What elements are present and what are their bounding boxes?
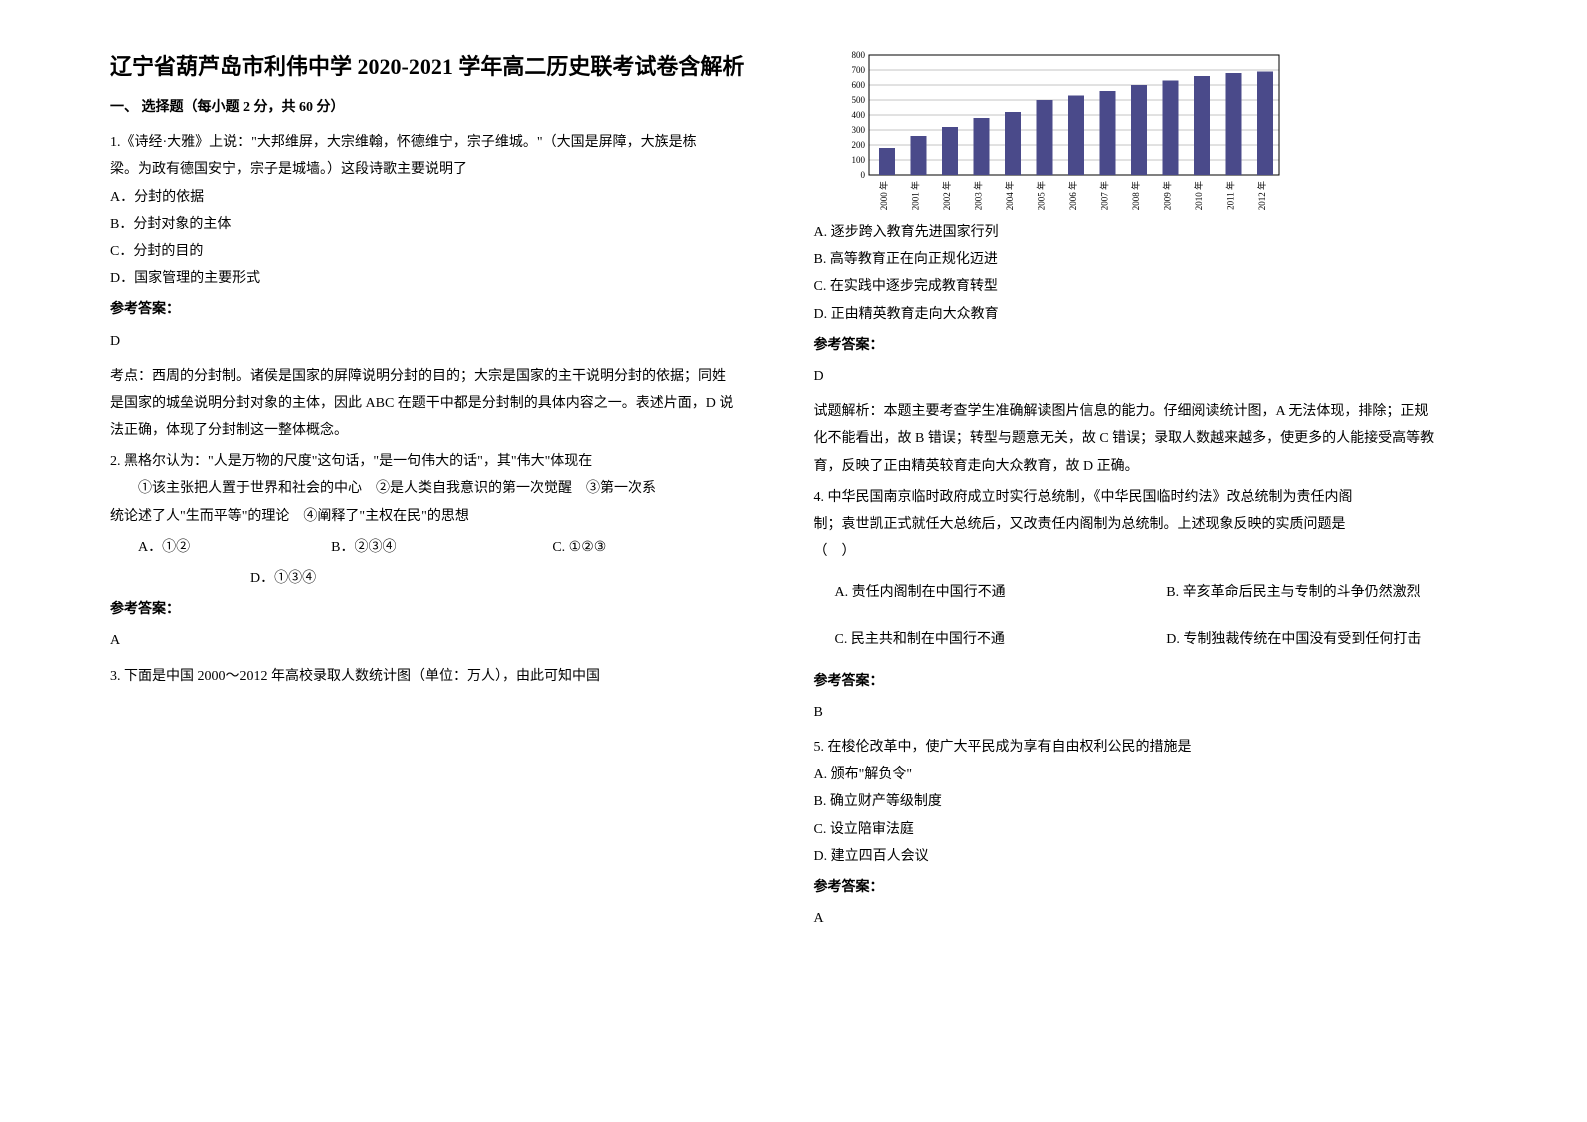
q4-option-b: B. 辛亥革命后民主与专制的斗争仍然激烈 [1145, 580, 1477, 605]
svg-text:2000 年: 2000 年 [878, 181, 889, 210]
q1-option-a: A．分封的依据 [110, 185, 774, 210]
q2-option-b: B．②③④ [331, 535, 552, 560]
q4-options-row-2: C. 民主共和制在中国行不通 D. 专制独裁传统在中国没有受到任何打击 [814, 621, 1478, 658]
q5-option-d: D. 建立四百人会议 [814, 844, 1478, 869]
svg-text:200: 200 [851, 140, 865, 150]
q4-options-row-1: A. 责任内阁制在中国行不通 B. 辛亥革命后民主与专制的斗争仍然激烈 [814, 574, 1478, 611]
svg-text:2004 年: 2004 年 [1004, 181, 1015, 210]
q1-analysis-line: 考点：西周的分封制。诸侯是国家的屏障说明分封的目的；大宗是国家的主干说明分封的依… [110, 364, 774, 389]
q2-options-row-1: A．①② B．②③④ C. ①②③ [110, 535, 774, 560]
svg-text:2008 年: 2008 年 [1130, 181, 1141, 210]
svg-text:500: 500 [851, 95, 865, 105]
q3-option-c: C. 在实践中逐步完成教育转型 [814, 274, 1478, 299]
svg-text:100: 100 [851, 155, 865, 165]
q4-stem-line: （ ） [814, 539, 1478, 564]
q3-option-a: A. 逐步跨入教育先进国家行列 [814, 220, 1478, 245]
q2-stem-line: 2. 黑格尔认为："人是万物的尺度"这句话，"是一句伟大的话"，其"伟大"体现在 [110, 449, 774, 474]
svg-text:800: 800 [851, 50, 865, 60]
q4-option-a: A. 责任内阁制在中国行不通 [814, 580, 1146, 605]
q1-option-c: C．分封的目的 [110, 239, 774, 264]
svg-text:0: 0 [860, 170, 865, 180]
q5-option-c: C. 设立陪审法庭 [814, 817, 1478, 842]
enrollment-bar-chart: 0 100 200 300 400 500 600 700 800 2000 年 2001 年 200… [834, 50, 1294, 210]
q1-analysis-line: 法正确，体现了分封制这一整体概念。 [110, 418, 774, 443]
question-5: 5. 在梭伦改革中，使广大平民成为享有自由权利公民的措施是 A. 颁布"解负令"… [814, 735, 1478, 931]
q2-option-d: D．①③④ [250, 566, 774, 591]
q1-answer-label: 参考答案： [110, 297, 774, 322]
right-column: 0 100 200 300 400 500 600 700 800 2000 年 2001 年 200… [794, 50, 1498, 1072]
q1-option-d: D．国家管理的主要形式 [110, 266, 774, 291]
q3-stem-line: 3. 下面是中国 2000～2012 年高校录取人数统计图（单位：万人），由此可… [110, 664, 774, 689]
q4-stem-line: 4. 中华民国南京临时政府成立时实行总统制，《中华民国临时约法》改总统制为责任内… [814, 485, 1478, 510]
q5-option-b: B. 确立财产等级制度 [814, 789, 1478, 814]
left-column: 辽宁省葫芦岛市利伟中学 2020-2021 学年高二历史联考试卷含解析 一、 选… [90, 50, 794, 1072]
question-2: 2. 黑格尔认为："人是万物的尺度"这句话，"是一句伟大的话"，其"伟大"体现在… [110, 449, 774, 653]
q4-answer: B [814, 700, 1478, 725]
question-4: 4. 中华民国南京临时政府成立时实行总统制，《中华民国临时约法》改总统制为责任内… [814, 485, 1478, 725]
q1-option-b: B．分封对象的主体 [110, 212, 774, 237]
q2-stem-line: ①该主张把人置于世界和社会的中心 ②是人类自我意识的第一次觉醒 ③第一次系 [110, 476, 774, 501]
svg-text:300: 300 [851, 125, 865, 135]
svg-text:2003 年: 2003 年 [972, 181, 983, 210]
svg-text:2012 年: 2012 年 [1256, 181, 1267, 210]
svg-text:2006 年: 2006 年 [1067, 181, 1078, 210]
question-1: 1.《诗经·大雅》上说："大邦维屏，大宗维翰，怀德维宁，宗子维城。"（大国是屏障… [110, 130, 774, 443]
page-title: 辽宁省葫芦岛市利伟中学 2020-2021 学年高二历史联考试卷含解析 [110, 50, 774, 83]
q5-option-a: A. 颁布"解负令" [814, 762, 1478, 787]
q2-stem-line: 统论述了人"生而平等"的理论 ④阐释了"主权在民"的思想 [110, 504, 774, 529]
q3-answer: D [814, 364, 1478, 389]
svg-text:400: 400 [851, 110, 865, 120]
q2-answer-label: 参考答案： [110, 597, 774, 622]
q5-stem-line: 5. 在梭伦改革中，使广大平民成为享有自由权利公民的措施是 [814, 735, 1478, 760]
q4-option-c: C. 民主共和制在中国行不通 [814, 627, 1146, 652]
q5-answer: A [814, 906, 1478, 931]
q3-analysis-line: 化不能看出，故 B 错误；转型与题意无关，故 C 错误；录取人数越来越多，使更多… [814, 426, 1478, 451]
q3-analysis-line: 育，反映了正由精英较育走向大众教育，故 D 正确。 [814, 454, 1478, 479]
svg-text:2001 年: 2001 年 [909, 181, 920, 210]
svg-text:2002 年: 2002 年 [941, 181, 952, 210]
q4-stem-line: 制；袁世凯正式就任大总统后，又改责任内阁制为总统制。上述现象反映的实质问题是 [814, 512, 1478, 537]
q3-answer-label: 参考答案： [814, 333, 1478, 358]
q4-option-d: D. 专制独裁传统在中国没有受到任何打击 [1145, 627, 1477, 652]
q2-option-a: A．①② [110, 535, 331, 560]
q2-answer: A [110, 628, 774, 653]
svg-text:600: 600 [851, 80, 865, 90]
question-3-stem: 3. 下面是中国 2000～2012 年高校录取人数统计图（单位：万人），由此可… [110, 664, 774, 689]
svg-text:2010 年: 2010 年 [1193, 181, 1204, 210]
chart-svg: 0 100 200 300 400 500 600 700 800 2000 年 2001 年 200… [834, 50, 1294, 210]
q2-option-c: C. ①②③ [552, 535, 773, 560]
q3-option-b: B. 高等教育正在向正规化迈进 [814, 247, 1478, 272]
q1-analysis-line: 是国家的城垒说明分封对象的主体，因此 ABC 在题干中都是分封制的具体内容之一。… [110, 391, 774, 416]
svg-text:700: 700 [851, 65, 865, 75]
q1-stem-line: 梁。为政有德国安宁，宗子是城墙。）这段诗歌主要说明了 [110, 157, 774, 182]
q4-answer-label: 参考答案： [814, 669, 1478, 694]
svg-text:2005 年: 2005 年 [1035, 181, 1046, 210]
question-3-options: A. 逐步跨入教育先进国家行列 B. 高等教育正在向正规化迈进 C. 在实践中逐… [814, 220, 1478, 479]
q1-stem-line: 1.《诗经·大雅》上说："大邦维屏，大宗维翰，怀德维宁，宗子维城。"（大国是屏障… [110, 130, 774, 155]
q3-analysis-line: 试题解析：本题主要考查学生准确解读图片信息的能力。仔细阅读统计图，A 无法体现，… [814, 399, 1478, 424]
q1-answer: D [110, 329, 774, 354]
q3-option-d: D. 正由精英教育走向大众教育 [814, 302, 1478, 327]
q5-answer-label: 参考答案： [814, 875, 1478, 900]
svg-text:2007 年: 2007 年 [1098, 181, 1109, 210]
svg-text:2011 年: 2011 年 [1224, 181, 1235, 210]
section-heading: 一、 选择题（每小题 2 分，共 60 分） [110, 95, 774, 120]
svg-text:2009 年: 2009 年 [1161, 181, 1172, 210]
